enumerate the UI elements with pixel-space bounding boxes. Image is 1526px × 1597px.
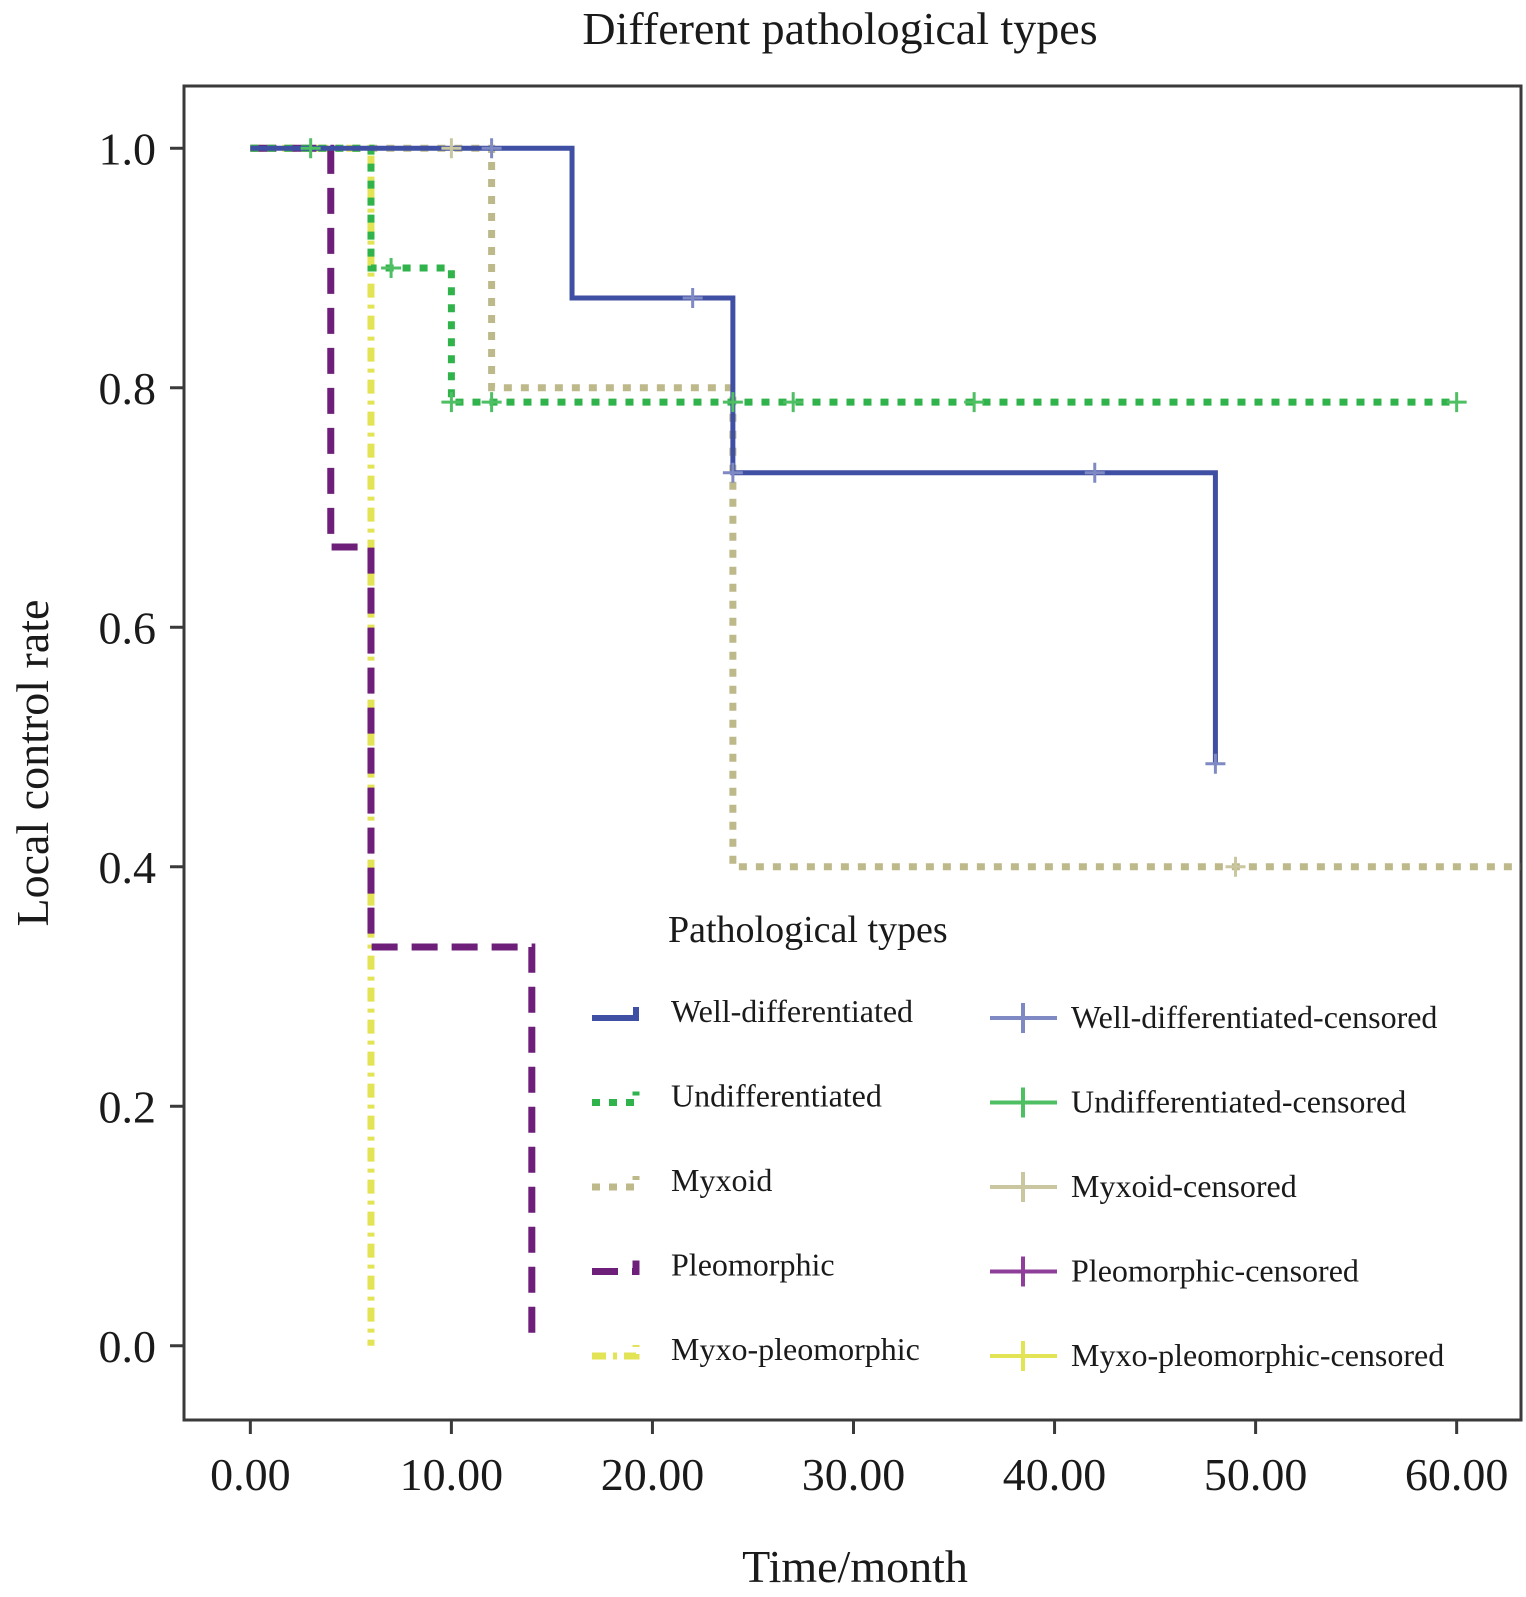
legend-label: Myxo-pleomorphic: [671, 1331, 920, 1367]
censor-mark: [682, 287, 703, 308]
censor-mark: [1084, 462, 1105, 483]
chart-title: Different pathological types: [582, 3, 1097, 54]
legend-censor-label: Undifferentiated-censored: [1071, 1084, 1406, 1120]
legend-censor-swatch: [990, 1087, 1057, 1118]
censor-marks: [300, 138, 1467, 877]
x-tick-label: 0.00: [210, 1449, 291, 1500]
y-tick-label: 0.8: [99, 363, 157, 414]
censor-mark: [481, 392, 502, 413]
curve-undifferentiated: [250, 144, 1457, 406]
x-axis: 0.00 10.00 20.00 30.00 40.00 50.00 60.00: [210, 1420, 1508, 1500]
legend-swatch: [592, 1007, 639, 1021]
x-tick-label: 30.00: [802, 1449, 906, 1500]
legend-censor-label: Well-differentiated-censored: [1071, 999, 1437, 1035]
y-tick-label: 1.0: [99, 123, 157, 174]
y-tick-label: 0.2: [99, 1081, 157, 1132]
legend-swatch: [592, 1091, 640, 1106]
legend-label: Undifferentiated: [671, 1078, 882, 1114]
x-axis-label: Time/month: [742, 1541, 968, 1592]
censor-mark: [964, 392, 985, 413]
x-tick-label: 60.00: [1405, 1449, 1509, 1500]
legend-censor-swatch: [990, 1172, 1057, 1202]
censor-mark: [300, 138, 321, 159]
legend-censor-swatch: [990, 1003, 1057, 1033]
x-tick-label: 10.00: [400, 1449, 504, 1500]
legend-censor-label: Pleomorphic-censored: [1071, 1253, 1359, 1289]
y-tick-label: 0.0: [99, 1321, 157, 1372]
survival-curves: [250, 144, 1521, 1346]
censor-mark: [722, 392, 743, 413]
censor-mark: [481, 138, 502, 159]
censor-mark: [783, 392, 804, 413]
legend-censor-swatch: [990, 1341, 1057, 1371]
censor-mark: [1446, 392, 1467, 413]
legend-censor-swatch: [990, 1256, 1057, 1287]
legend-censor-label: Myxo-pleomorphic-censored: [1071, 1337, 1444, 1373]
legend-swatch: [592, 1176, 640, 1191]
curve-myxo-pleomorphic: [250, 144, 375, 1346]
censor-mark: [1225, 856, 1246, 877]
legend-swatch: [592, 1260, 640, 1275]
curve-myxoid: [250, 144, 1521, 871]
y-tick-label: 0.6: [99, 602, 157, 653]
curve-pleomorphic: [250, 144, 536, 1346]
plot-frame: [182, 84, 1523, 1422]
legend-censor-label: Myxoid-censored: [1071, 1168, 1297, 1204]
x-tick-label: 50.00: [1204, 1449, 1308, 1500]
censor-mark: [441, 138, 462, 159]
censor-mark: [722, 462, 743, 483]
censor-mark: [381, 258, 402, 279]
censor-mark: [441, 392, 462, 413]
censor-mark: [1205, 753, 1226, 774]
legend-label: Myxoid: [671, 1162, 772, 1198]
curve-well-differentiated: [250, 145, 1218, 764]
y-axis-label: Local control rate: [7, 600, 58, 927]
legend-label: Pleomorphic: [671, 1247, 835, 1283]
legend: Pathological types Well-differentiated Wel…: [592, 909, 1444, 1373]
legend-swatch: [592, 1345, 640, 1360]
legend-title: Pathological types: [668, 909, 948, 951]
x-tick-label: 20.00: [601, 1449, 705, 1500]
y-tick-label: 0.4: [99, 842, 157, 893]
x-tick-label: 40.00: [1003, 1449, 1107, 1500]
y-axis: 0.0 0.2 0.4 0.6 0.8 1.0: [99, 123, 184, 1372]
legend-label: Well-differentiated: [671, 993, 913, 1029]
